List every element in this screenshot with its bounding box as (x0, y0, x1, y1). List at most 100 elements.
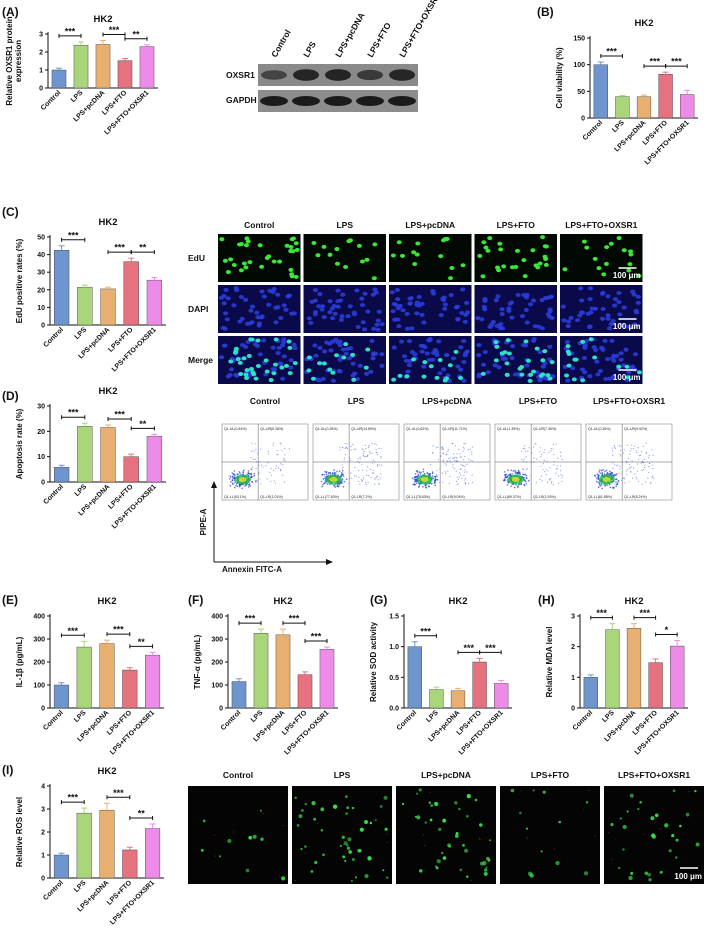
edu-nucleus (411, 250, 417, 255)
dapi-nucleus (283, 307, 289, 312)
flow-event (528, 447, 530, 449)
flow-event (444, 471, 446, 473)
dapi-nucleus (370, 292, 376, 297)
edu-nucleus (225, 270, 231, 275)
edu-nucleus (545, 373, 551, 378)
flow-event (373, 472, 375, 474)
bar (231, 681, 247, 709)
flow-event (617, 464, 619, 466)
dapi-nucleus (476, 374, 482, 379)
flow-event (254, 458, 256, 460)
ros-signal (685, 812, 690, 817)
y-tick-label: 200 (33, 660, 45, 667)
bar (670, 645, 685, 709)
flow-event (422, 470, 425, 473)
dapi-nucleus (330, 378, 337, 383)
flow-event (530, 474, 532, 477)
dapi-nucleus (280, 340, 287, 345)
ros-signal (248, 835, 253, 840)
blot-band-oxsr1 (357, 69, 383, 81)
flow-event (376, 476, 378, 478)
flow-event (414, 478, 417, 481)
ros-column-label: LPS+pcDNA (421, 770, 471, 780)
dapi-nucleus (496, 365, 502, 370)
flow-event (523, 483, 525, 486)
flow-event (510, 485, 512, 488)
flow-event (342, 469, 344, 471)
ros-signal (644, 871, 649, 875)
dapi-nucleus (333, 337, 339, 342)
significance-label: *** (464, 643, 475, 653)
flow-event (506, 484, 509, 486)
flow-event (602, 469, 604, 471)
ros-signal (384, 827, 388, 831)
flow-event (456, 460, 458, 463)
chart-title: HK2 (98, 386, 117, 397)
edu-nucleus (237, 242, 243, 247)
flow-event (545, 468, 547, 471)
dapi-nucleus (560, 304, 566, 309)
ros-noise (262, 813, 264, 815)
edu-nucleus (447, 363, 453, 368)
dapi-nucleus (485, 370, 491, 375)
flow-column-label: LPS (348, 396, 365, 406)
y-tick-label: 0 (39, 86, 43, 93)
flow-event (416, 471, 419, 473)
dapi-nucleus (616, 290, 622, 295)
flow-event (369, 450, 371, 452)
edu-nucleus (627, 262, 633, 267)
flow-event (619, 455, 622, 457)
flow-event (333, 469, 336, 471)
dapi-nucleus (369, 338, 375, 343)
dapi-nucleus (579, 367, 586, 372)
chart-title: HK2 (97, 596, 116, 607)
ros-signal (648, 878, 652, 882)
flow-event (514, 472, 517, 474)
flow-event (250, 476, 252, 479)
ros-noise (583, 809, 585, 811)
flow-event (463, 459, 465, 461)
flow-event (525, 450, 527, 452)
dapi-nucleus (618, 357, 624, 362)
edu-nucleus (259, 264, 265, 269)
ros-signal (525, 827, 529, 830)
dapi-nucleus (281, 354, 287, 359)
flow-event (353, 475, 356, 477)
dapi-nucleus (489, 322, 495, 327)
flow-event (415, 482, 418, 484)
flow-event (446, 460, 448, 462)
edu-nucleus (310, 376, 316, 381)
edu-nucleus (533, 263, 539, 268)
dapi-nucleus (375, 318, 381, 323)
ros-image-tile (396, 786, 496, 884)
flow-event (283, 457, 285, 460)
flow-quadrant-label: Q1-UL(0.28%) (315, 427, 338, 431)
ros-signal (660, 870, 663, 874)
chart-e-il1b: HK2 0 100 200 300 400 IL-1β (pg/mL) Control LPS L… (15, 596, 164, 756)
dapi-nucleus (499, 311, 505, 316)
edu-column-label: LPS+pcDNA (405, 220, 455, 230)
edu-nucleus (321, 244, 327, 249)
dapi-nucleus (275, 292, 281, 297)
flow-event (521, 458, 523, 461)
ros-signal (313, 817, 317, 821)
dapi-nucleus (509, 315, 515, 320)
flow-event (376, 475, 378, 477)
flow-event (612, 454, 614, 456)
flow-event (430, 483, 433, 485)
flow-event (442, 481, 444, 483)
chart-d-apoptosis-rate: HK2 0 10 20 30 Apoptosis rate (%) Control LPS LP… (15, 386, 166, 530)
flow-event (284, 481, 286, 483)
flow-event (267, 462, 269, 464)
dapi-nucleus (592, 306, 599, 311)
dapi-nucleus (603, 376, 609, 381)
flow-event (652, 464, 654, 466)
flow-event (323, 473, 325, 476)
dapi-nucleus (408, 296, 414, 301)
flow-event (367, 455, 369, 457)
significance-label: *** (68, 408, 79, 418)
dapi-nucleus (374, 322, 380, 327)
flow-event (641, 483, 643, 485)
edu-nucleus (288, 245, 294, 250)
ros-signal (647, 872, 651, 877)
